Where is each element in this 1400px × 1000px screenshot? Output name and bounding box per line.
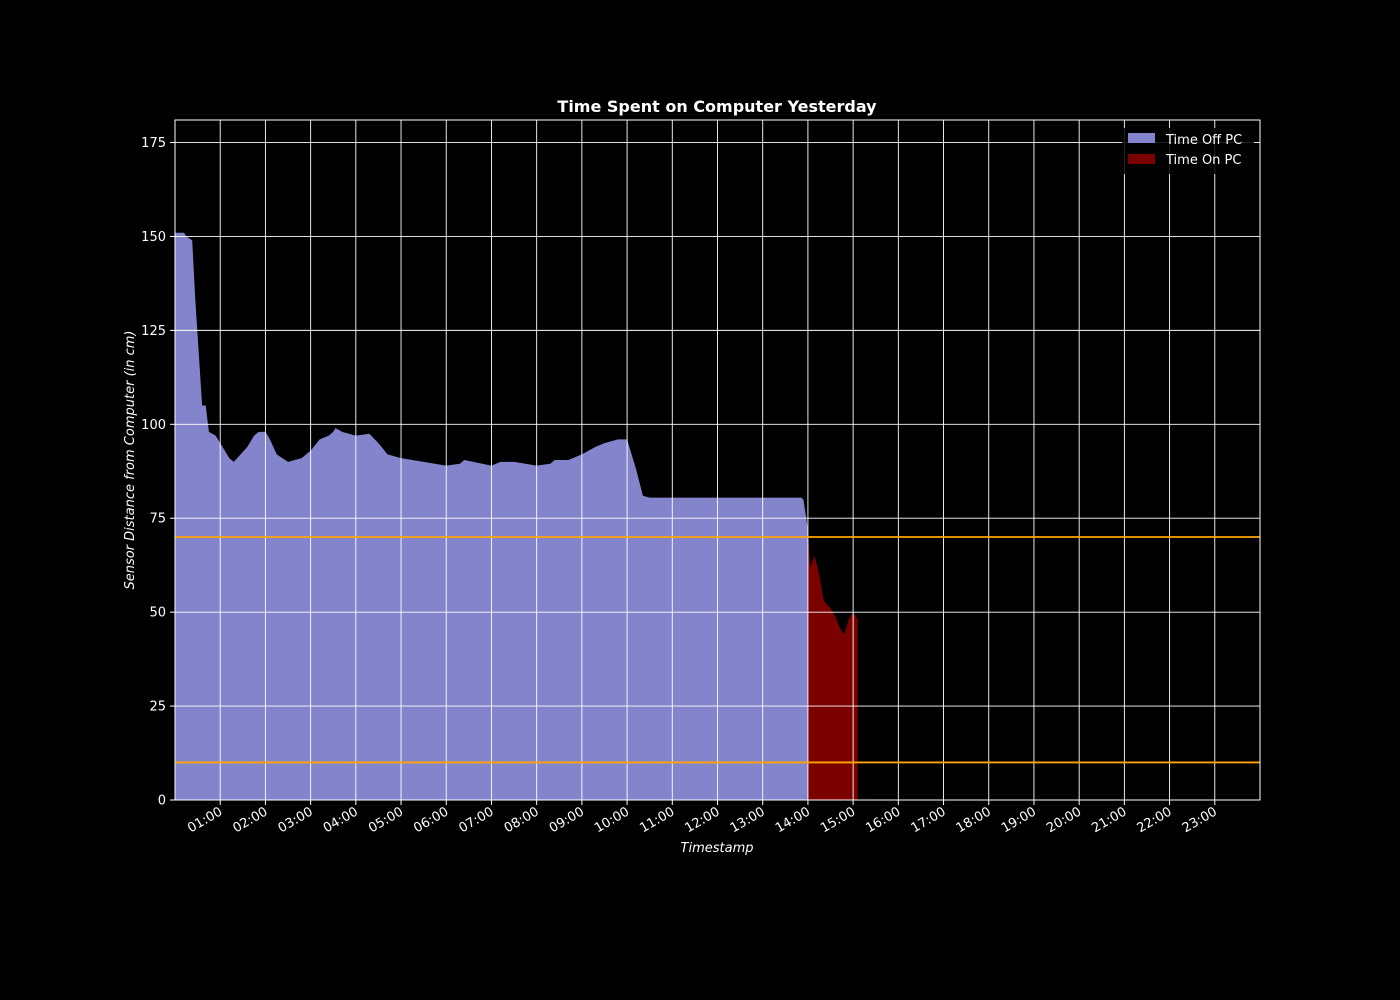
- y-tick-label: 0: [158, 794, 166, 809]
- y-tick-label: 100: [141, 418, 166, 433]
- x-axis-label: Timestamp: [681, 841, 754, 856]
- plot-area: [174, 119, 1261, 801]
- y-tick-label: 50: [149, 606, 166, 621]
- legend-label-time-on: Time On PC: [1165, 153, 1241, 168]
- y-tick-label: 175: [141, 136, 166, 151]
- legend-swatch-time-on: [1128, 154, 1155, 164]
- legend-label-time-off: Time Off PC: [1165, 133, 1242, 148]
- y-tick-label: 75: [149, 512, 166, 527]
- legend-swatch-time-off: [1128, 133, 1155, 143]
- chart-title: Time Spent on Computer Yesterday: [557, 97, 877, 116]
- threshold-layer: [175, 536, 1260, 764]
- grid-layer: [175, 120, 1260, 801]
- y-tick-label: 150: [141, 230, 166, 245]
- legend: Time Off PC Time On PC: [1122, 128, 1254, 174]
- y-tick-label: 125: [141, 324, 166, 339]
- y-tick-label: 25: [149, 700, 166, 715]
- y-ticks: 0 25 50 75 100 125 150 175: [141, 136, 175, 809]
- y-axis-label: Sensor Distance from Computer (in cm): [123, 330, 138, 589]
- area-time-on-pc: [807, 529, 858, 800]
